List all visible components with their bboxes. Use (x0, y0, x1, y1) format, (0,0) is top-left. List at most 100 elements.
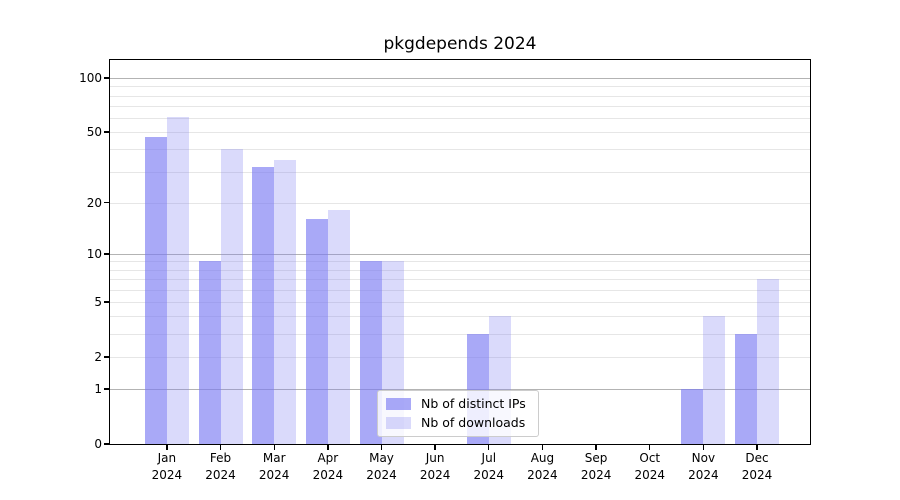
x-tick-month: Feb (209, 451, 232, 465)
bar-downloads-apr (327, 210, 350, 444)
y-tick-label: 50 (86, 125, 102, 140)
x-tick-mark (595, 445, 597, 450)
major-gridline (110, 389, 810, 391)
x-tick-year: 2024 (419, 467, 451, 482)
axis-spine (810, 58, 812, 446)
gridlines-layer (110, 60, 810, 444)
bar-downloads-jan (166, 116, 189, 444)
bar-downloads-mar (274, 159, 297, 444)
x-tick-label: Jun 2024 (405, 450, 465, 483)
x-tick-year: 2024 (151, 467, 183, 482)
plot-area: Nb of distinct IPs Nb of downloads (110, 60, 810, 444)
minor-gridline (110, 261, 810, 263)
legend-swatch-downloads (386, 416, 411, 429)
y-tick-label: 10 (86, 246, 102, 261)
y-tick-mark (104, 253, 109, 255)
x-tick-year: 2024 (527, 467, 558, 482)
minor-gridline (110, 279, 810, 281)
minor-gridline (110, 132, 810, 134)
axis-spine (108, 58, 812, 60)
x-tick-month: Mar (262, 451, 286, 465)
minor-gridline (110, 86, 810, 88)
x-tick-mark (649, 445, 651, 450)
y-tick-mark (104, 77, 109, 79)
legend-label-downloads: Nb of downloads (421, 415, 526, 430)
y-tick-label: 1 (94, 382, 102, 397)
y-tick-mark (104, 388, 109, 390)
bar-distinct-ips-apr (305, 219, 328, 444)
x-tick-label: Sep 2024 (566, 450, 626, 483)
x-tick-year: 2024 (741, 467, 773, 482)
minor-gridline (110, 356, 810, 358)
y-tick-mark (104, 443, 109, 445)
x-tick-label: Mar 2024 (244, 450, 304, 483)
legend-label-distinct-ips: Nb of distinct IPs (421, 396, 526, 411)
x-tick-year: 2024 (205, 467, 236, 482)
x-tick-label: Dec 2024 (727, 450, 787, 483)
minor-gridline (110, 117, 810, 119)
x-tick-mark (488, 445, 490, 450)
x-tick-mark (273, 445, 275, 450)
x-tick-month: May (369, 451, 394, 465)
x-tick-year: 2024 (366, 467, 397, 482)
legend-swatch-distinct-ips (386, 397, 411, 410)
minor-gridline (110, 149, 810, 151)
y-tick-label: 0 (94, 437, 102, 451)
major-gridline (110, 253, 810, 255)
x-tick-year: 2024 (312, 467, 344, 482)
x-tick-mark (327, 445, 329, 450)
x-tick-month: Jul (481, 451, 497, 465)
legend: Nb of distinct IPs Nb of downloads (377, 390, 539, 437)
bar-distinct-ips-nov (681, 389, 704, 444)
x-tick-mark (756, 445, 758, 450)
bar-downloads-feb (220, 149, 243, 444)
y-tick-mark (104, 301, 109, 303)
minor-gridline (110, 269, 810, 271)
minor-gridline (110, 316, 810, 318)
x-tick-year: 2024 (688, 467, 719, 482)
chart-title: pkgdepends 2024 (383, 34, 537, 54)
minor-gridline (110, 171, 810, 173)
x-tick-label: Jan 2024 (137, 450, 197, 483)
x-tick-mark (434, 445, 436, 450)
bar-downloads-dec (757, 279, 780, 444)
x-tick-month: Aug (530, 451, 555, 465)
y-tick-mark (104, 201, 109, 204)
minor-gridline (110, 105, 810, 107)
x-tick-month: Dec (745, 451, 769, 465)
y-tick-mark (104, 356, 109, 358)
bar-distinct-ips-mar (252, 166, 275, 444)
x-tick-mark (380, 445, 383, 450)
x-tick-label: Oct 2024 (620, 450, 680, 483)
x-tick-month: Oct (639, 451, 661, 465)
x-tick-label: Jul 2024 (459, 450, 519, 483)
minor-gridline (110, 301, 810, 303)
x-tick-label: Apr 2024 (298, 450, 358, 483)
x-tick-year: 2024 (258, 467, 290, 482)
y-tick-label: 20 (86, 195, 102, 210)
x-tick-label: Feb 2024 (191, 450, 251, 483)
major-gridline (110, 78, 810, 79)
bars-layer (110, 60, 810, 444)
x-tick-label: Aug 2024 (512, 450, 572, 483)
x-tick-month: Jan (157, 451, 177, 465)
minor-gridline (110, 289, 810, 291)
bar-distinct-ips-may (359, 261, 382, 444)
bar-downloads-nov (703, 316, 726, 444)
axis-spine (108, 58, 110, 446)
bar-distinct-ips-feb (198, 261, 221, 444)
x-tick-mark (219, 445, 222, 450)
x-tick-year: 2024 (473, 467, 505, 482)
y-tick-mark (104, 131, 109, 133)
y-tick-label: 5 (94, 294, 102, 309)
axis-spine (108, 444, 812, 446)
bar-distinct-ips-dec (735, 334, 758, 444)
x-tick-mark (541, 445, 544, 450)
x-tick-month: Sep (584, 451, 608, 465)
minor-gridline (110, 334, 810, 336)
legend-item-distinct-ips: Nb of distinct IPs (386, 396, 526, 411)
x-tick-month: Jun (425, 451, 445, 465)
x-tick-mark (702, 445, 705, 450)
y-tick-label: 2 (94, 349, 102, 364)
